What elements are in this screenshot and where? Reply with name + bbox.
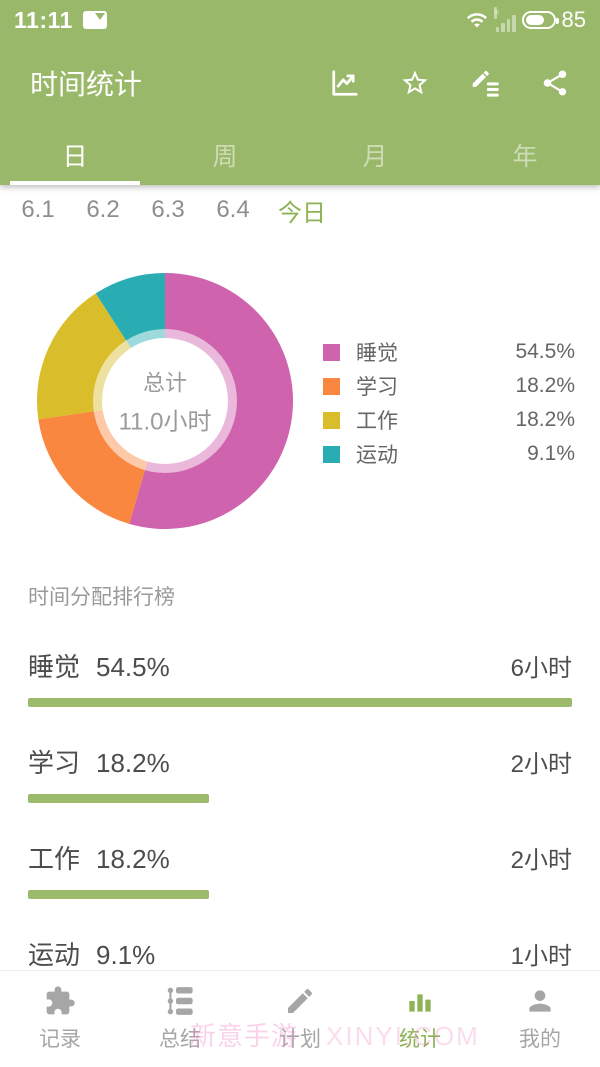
screenshot-notification-icon	[82, 11, 107, 29]
wifi-icon	[466, 13, 487, 28]
date-6-1[interactable]: 6.1	[21, 196, 55, 223]
tab-year[interactable]: 年	[512, 143, 538, 171]
total-label: 总计	[142, 370, 187, 396]
nav-label: 记录	[39, 1028, 81, 1051]
rank-name: 学习	[28, 748, 81, 778]
puzzle-icon	[46, 986, 75, 1015]
donut-svg	[37, 273, 294, 529]
header: 11:11 × 85 时间统计 日 周	[0, 0, 600, 185]
app-bar: 时间统计	[0, 40, 600, 125]
nav-label: 计划	[279, 1028, 321, 1051]
rank-name: 运动	[28, 940, 81, 970]
legend-row-sport: 运动 9.1%	[323, 437, 575, 471]
rank-row-sleep: 睡觉 54.5% 6小时	[28, 647, 572, 707]
date-today[interactable]: 今日	[278, 199, 326, 227]
legend-name: 学习	[356, 376, 398, 399]
rank-row-work: 工作 18.2% 2小时	[28, 839, 572, 899]
legend-percent: 9.1%	[527, 442, 575, 465]
legend-swatch-study	[323, 377, 340, 395]
legend-percent: 54.5%	[515, 340, 575, 363]
rank-percent: 18.2%	[96, 844, 170, 874]
legend-percent: 18.2%	[515, 374, 575, 397]
legend-name: 工作	[356, 410, 398, 433]
nav-item-mine[interactable]: 我的	[480, 971, 600, 1067]
edit-list-icon[interactable]	[470, 68, 500, 98]
rank-name: 睡觉	[28, 652, 81, 682]
pencil-icon	[288, 988, 313, 1013]
cell-signal-icon: ×	[493, 6, 516, 32]
nav-item-record[interactable]: 记录	[0, 971, 120, 1067]
app-bar-actions	[330, 68, 570, 98]
person-icon	[529, 990, 551, 1012]
rank-percent: 18.2%	[96, 748, 170, 778]
period-tabs: 日 周 月 年	[0, 125, 600, 185]
tab-week[interactable]: 周	[212, 143, 238, 171]
ranking-title: 时间分配排行榜	[28, 586, 175, 609]
rank-hours: 2小时	[510, 751, 572, 778]
clock: 11:11	[14, 6, 73, 33]
status-icons: × 85	[464, 6, 586, 33]
date-selector: 6.1 6.2 6.3 6.4 今日	[0, 185, 600, 235]
rank-hours: 2小时	[510, 847, 572, 874]
rank-percent: 54.5%	[96, 652, 170, 682]
rank-line: 运动 9.1% 1小时	[28, 935, 572, 972]
donut-chart: 总计 11.0小时	[35, 271, 295, 531]
nav-label: 总结	[159, 1028, 201, 1051]
tab-month[interactable]: 月	[362, 143, 388, 171]
rank-bar-track	[28, 890, 572, 899]
legend-row-sleep: 睡觉 54.5%	[323, 335, 575, 369]
rank-hours: 1小时	[510, 943, 572, 970]
rank-bar	[28, 794, 210, 803]
total-value: 11.0小时	[118, 408, 212, 436]
page-title: 时间统计	[30, 68, 143, 100]
rank-bar-track	[28, 794, 572, 803]
legend-percent: 18.2%	[515, 408, 575, 431]
rank-hours: 6小时	[510, 655, 572, 682]
rank-bar-track	[28, 698, 572, 707]
star-icon[interactable]	[400, 68, 430, 98]
share-icon[interactable]	[540, 68, 570, 98]
nav-item-plan[interactable]: 计划	[240, 971, 360, 1067]
donut-center-label: 总计 11.0小时	[85, 366, 245, 437]
bar-chart-icon	[409, 994, 431, 1012]
legend-row-work: 工作 18.2%	[323, 403, 575, 437]
rank-bar	[28, 698, 572, 707]
date-6-4[interactable]: 6.4	[216, 196, 250, 223]
timeline-icon	[167, 987, 193, 1015]
nav-label: 统计	[399, 1028, 441, 1051]
legend-swatch-sleep	[323, 343, 340, 361]
legend-swatch-sport	[323, 445, 340, 463]
battery-icon	[521, 11, 559, 29]
rank-name: 工作	[28, 844, 81, 874]
date-6-3[interactable]: 6.3	[151, 196, 185, 223]
status-bar: 11:11 × 85	[0, 0, 600, 40]
chart-section: 总计 11.0小时 睡觉 54.5% 学习 18.2% 工作 18.2%	[0, 233, 600, 563]
rank-row-study: 学习 18.2% 2小时	[28, 743, 572, 803]
nav-item-summary[interactable]: 总结	[120, 971, 240, 1067]
rank-percent: 9.1%	[96, 940, 156, 970]
battery-percent: 85	[561, 7, 586, 32]
legend-name: 睡觉	[356, 342, 398, 365]
legend-name: 运动	[356, 444, 398, 467]
trend-chart-icon[interactable]	[330, 68, 360, 98]
nav-item-statistics[interactable]: 统计	[360, 971, 480, 1067]
tab-day[interactable]: 日	[0, 125, 150, 185]
rank-bar	[28, 890, 210, 899]
legend-swatch-work	[323, 411, 340, 429]
rank-line: 学习 18.2% 2小时	[28, 743, 572, 780]
date-6-2[interactable]: 6.2	[86, 196, 120, 223]
rank-line: 睡觉 54.5% 6小时	[28, 647, 572, 684]
bottom-nav: 记录 总结 计划 统计 我的	[0, 970, 600, 1067]
chart-legend: 睡觉 54.5% 学习 18.2% 工作 18.2% 运动 9.1%	[323, 335, 575, 471]
rank-line: 工作 18.2% 2小时	[28, 839, 572, 876]
legend-row-study: 学习 18.2%	[323, 369, 575, 403]
ranking-section: 时间分配排行榜 睡觉 54.5% 6小时 学习 18.2% 2小时 工作 18.…	[0, 563, 600, 995]
nav-label: 我的	[519, 1028, 561, 1051]
